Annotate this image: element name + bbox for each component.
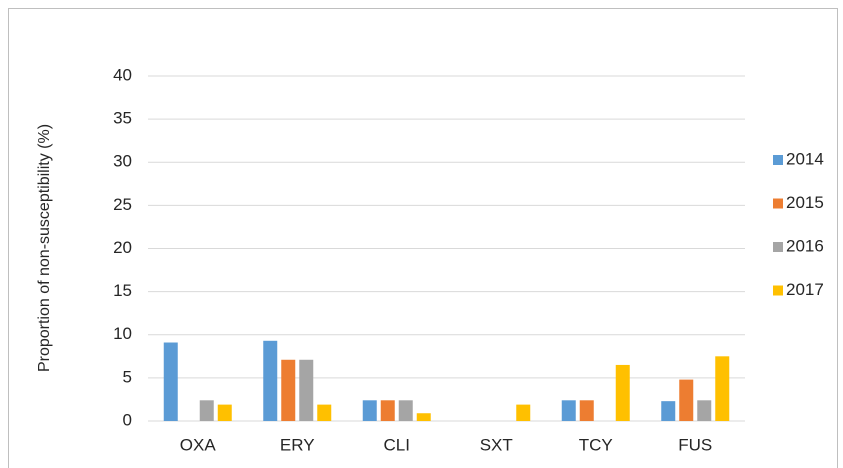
legend-label: 2014 <box>786 149 824 168</box>
legend-label: 2017 <box>786 280 824 299</box>
bar <box>317 404 332 421</box>
bar <box>398 400 413 421</box>
x-tick-label: CLI <box>384 435 410 454</box>
x-tick-label: OXA <box>180 435 217 454</box>
y-tick-label: 5 <box>123 367 132 386</box>
y-tick-label: 15 <box>113 281 132 300</box>
bar <box>661 401 676 421</box>
bar <box>263 340 278 421</box>
x-tick-label: ERY <box>280 435 315 454</box>
legend-swatch <box>773 285 783 296</box>
bar <box>281 359 296 421</box>
bar <box>679 379 694 421</box>
y-tick-label: 35 <box>113 109 132 128</box>
bar <box>416 413 431 421</box>
legend-swatch <box>773 155 783 165</box>
y-tick-label: 40 <box>113 65 132 84</box>
x-tick-label: SXT <box>480 435 513 454</box>
y-tick-label: 10 <box>113 324 132 343</box>
y-axis-label: Proportion of non-susceptibility (%) <box>36 124 53 372</box>
bar <box>199 400 214 421</box>
y-tick-label: 0 <box>123 410 132 429</box>
bar <box>615 364 630 421</box>
bar <box>163 342 178 421</box>
y-tick-label: 25 <box>113 195 132 214</box>
legend-label: 2016 <box>786 236 824 255</box>
x-tick-label: TCY <box>579 435 613 454</box>
x-tick-label: FUS <box>678 435 712 454</box>
bar <box>715 356 730 421</box>
legend-label: 2015 <box>786 193 824 212</box>
bar <box>561 400 576 421</box>
legend-swatch <box>773 198 783 209</box>
y-tick-label: 20 <box>113 238 132 257</box>
bar <box>380 400 395 421</box>
bar <box>362 400 377 421</box>
chart-border <box>8 8 838 468</box>
legend-swatch <box>773 242 783 252</box>
bar <box>516 404 531 421</box>
bar <box>217 404 232 421</box>
bar <box>299 359 314 421</box>
y-tick-label: 30 <box>113 152 132 171</box>
bar <box>697 400 712 421</box>
bar <box>579 400 594 421</box>
